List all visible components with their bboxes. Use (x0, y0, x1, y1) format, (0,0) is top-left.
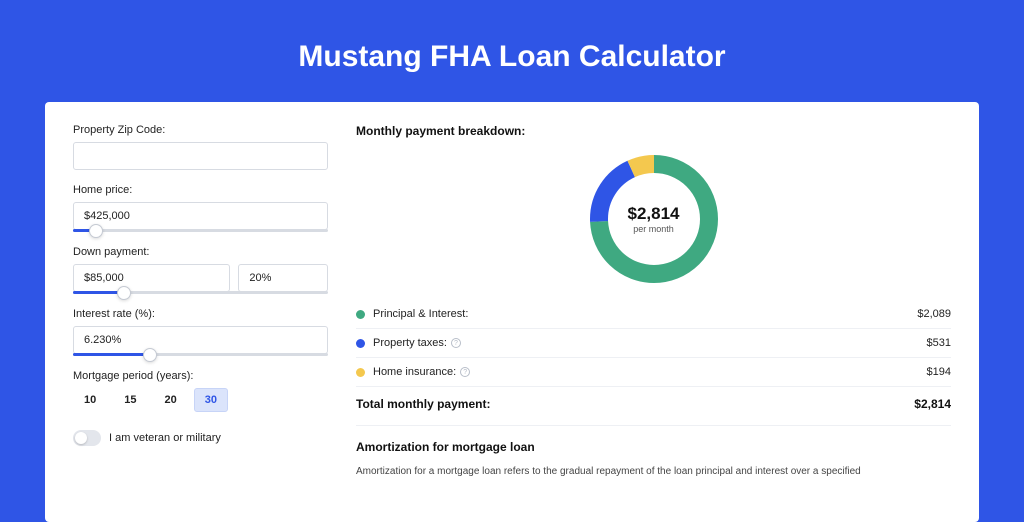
legend-dot (356, 339, 365, 348)
legend-label: Home insurance:? (373, 366, 927, 378)
total-value: $2,814 (914, 397, 951, 411)
price-label: Home price: (73, 184, 328, 196)
breakdown-panel: Monthly payment breakdown: $2,814 per mo… (356, 124, 951, 500)
form-panel: Property Zip Code: Home price: Down paym… (73, 124, 328, 500)
price-slider[interactable] (73, 229, 328, 232)
period-option-10[interactable]: 10 (73, 388, 107, 412)
legend-row-pi: Principal & Interest:$2,089 (356, 300, 951, 328)
total-label: Total monthly payment: (356, 397, 490, 411)
period-option-15[interactable]: 15 (113, 388, 147, 412)
legend-label: Property taxes:? (373, 337, 927, 349)
legend-row-tax: Property taxes:?$531 (356, 328, 951, 357)
price-input[interactable] (73, 202, 328, 230)
down-label: Down payment: (73, 246, 328, 258)
down-amount-input[interactable] (73, 264, 230, 292)
down-slider[interactable] (73, 291, 328, 294)
veteran-toggle[interactable] (73, 430, 101, 446)
rate-input[interactable] (73, 326, 328, 354)
legend-dot (356, 310, 365, 319)
rate-label: Interest rate (%): (73, 308, 328, 320)
breakdown-title: Monthly payment breakdown: (356, 124, 951, 138)
breakdown-donut: $2,814 per month (589, 154, 719, 284)
zip-label: Property Zip Code: (73, 124, 328, 136)
legend-label: Principal & Interest: (373, 308, 917, 320)
rate-slider-thumb[interactable] (143, 348, 157, 362)
veteran-label: I am veteran or military (109, 432, 221, 444)
legend-value: $2,089 (917, 308, 951, 320)
rate-slider[interactable] (73, 353, 328, 356)
info-icon[interactable]: ? (451, 338, 461, 348)
period-option-20[interactable]: 20 (154, 388, 188, 412)
legend-value: $194 (927, 366, 951, 378)
page-title: Mustang FHA Loan Calculator (45, 40, 979, 74)
legend-row-ins: Home insurance:?$194 (356, 357, 951, 386)
calculator-card: Property Zip Code: Home price: Down paym… (45, 102, 979, 522)
info-icon[interactable]: ? (460, 367, 470, 377)
amortization-section: Amortization for mortgage loan Amortizat… (356, 425, 951, 479)
period-option-30[interactable]: 30 (194, 388, 228, 412)
legend-dot (356, 368, 365, 377)
donut-value: $2,814 (628, 204, 680, 224)
amort-text: Amortization for a mortgage loan refers … (356, 464, 951, 479)
legend-value: $531 (927, 337, 951, 349)
down-percent-input[interactable] (238, 264, 328, 292)
down-slider-thumb[interactable] (117, 286, 131, 300)
donut-sub: per month (633, 224, 674, 234)
price-slider-thumb[interactable] (89, 224, 103, 238)
period-label: Mortgage period (years): (73, 370, 328, 382)
amort-title: Amortization for mortgage loan (356, 440, 951, 454)
zip-input[interactable] (73, 142, 328, 170)
